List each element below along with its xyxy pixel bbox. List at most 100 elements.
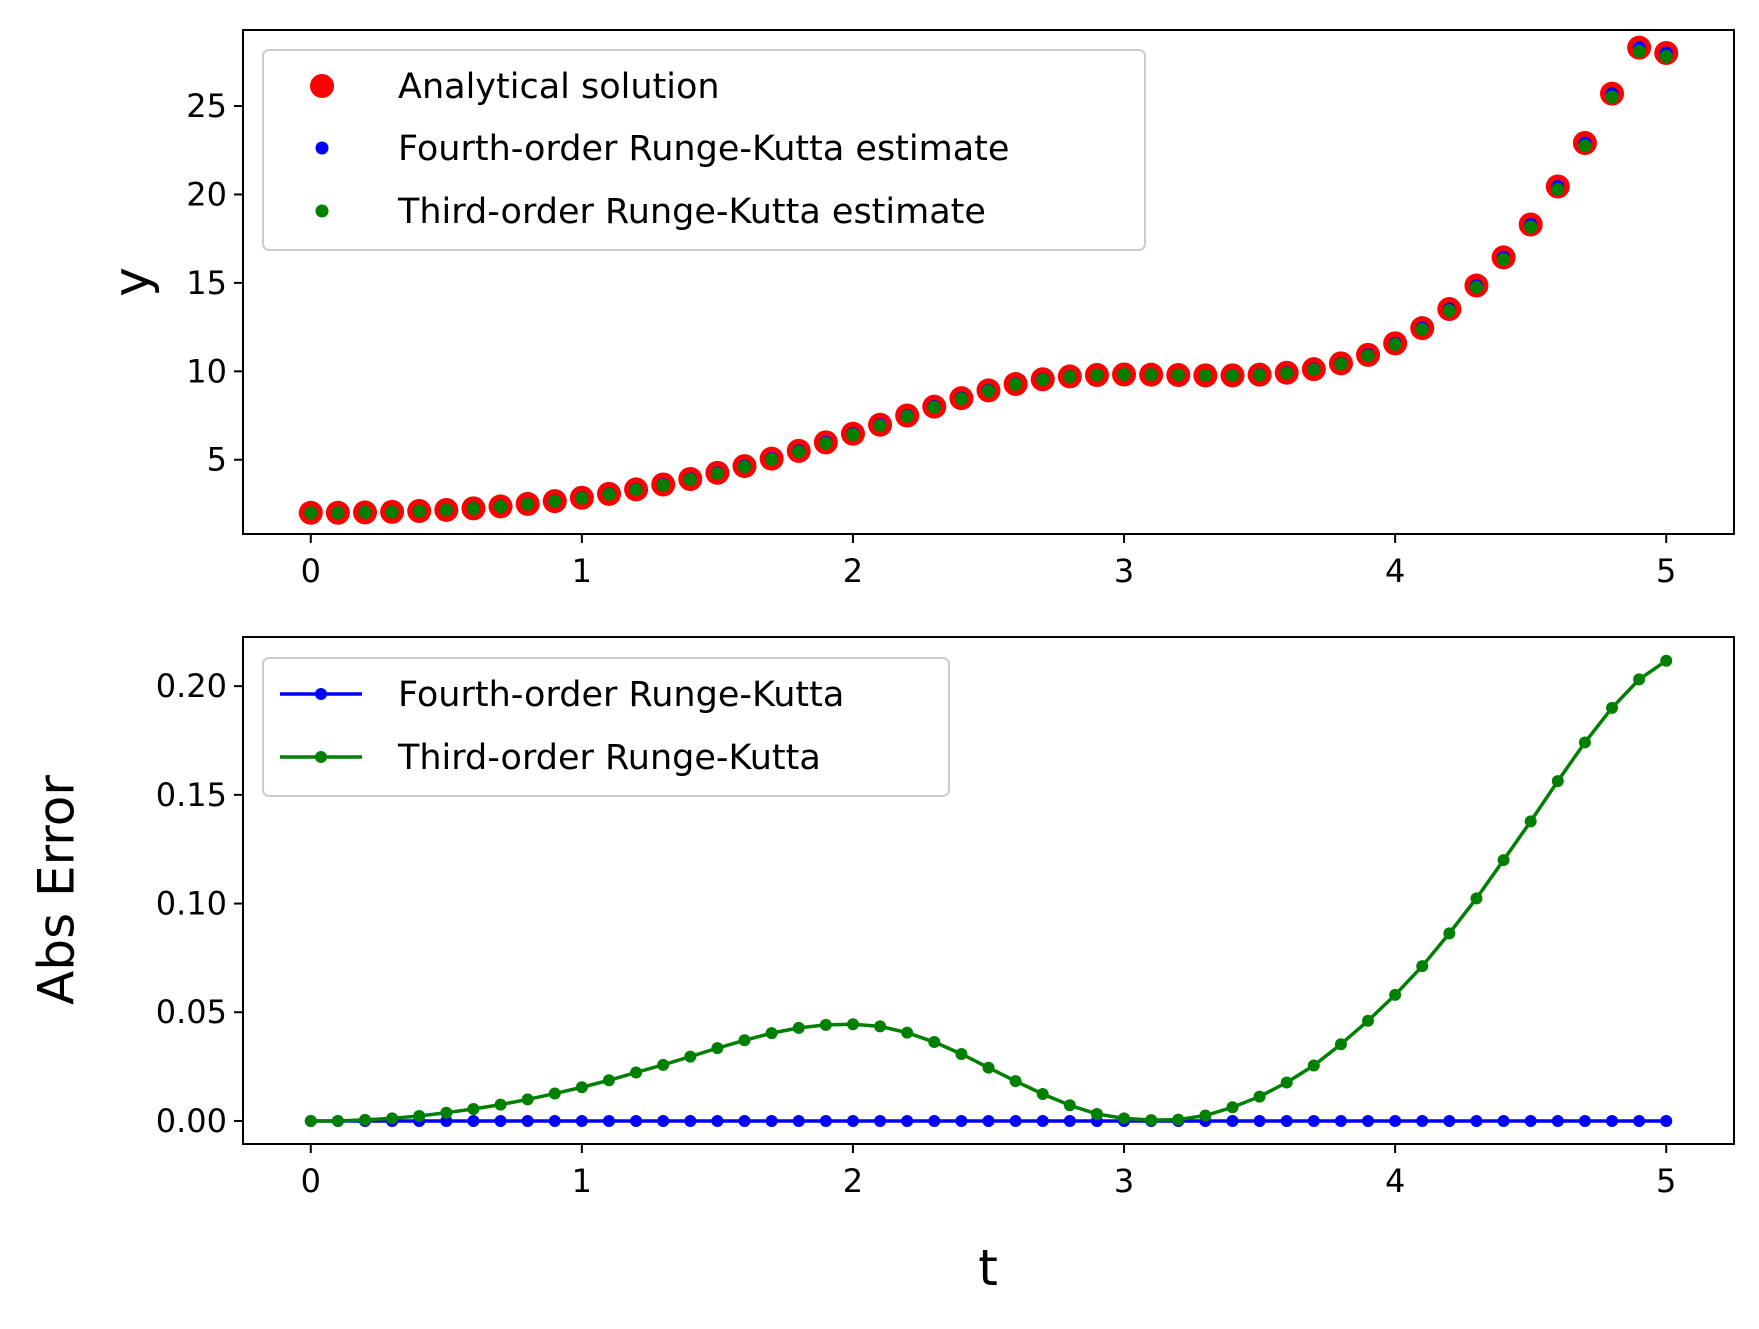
third-order-runge-kutta-point xyxy=(901,1026,914,1039)
top-x-tick-label: 0 xyxy=(301,552,321,590)
third-order-runge-kutta-point xyxy=(331,1114,344,1127)
fourth-order-runge-kutta-point xyxy=(602,1114,615,1127)
bottom-data-marks xyxy=(304,654,1673,1127)
third-order-runge-kutta-point xyxy=(467,1102,480,1115)
top-y-axis-label: y xyxy=(103,267,161,297)
legend-marker-fourth-order-rk xyxy=(315,688,327,700)
legend-marker-fourth-order-rk-estimate xyxy=(315,141,329,155)
third-order-runge-kutta-estimate-point xyxy=(819,436,833,450)
fourth-order-runge-kutta-point xyxy=(1416,1114,1429,1127)
bottom-x-tick-label: 0 xyxy=(301,1162,321,1200)
fourth-order-runge-kutta-point xyxy=(1009,1114,1022,1127)
third-order-runge-kutta-point xyxy=(1226,1101,1239,1114)
third-order-runge-kutta-estimate-point xyxy=(1551,182,1565,196)
third-order-runge-kutta-point xyxy=(955,1047,968,1060)
third-order-runge-kutta-point xyxy=(1633,673,1646,686)
top-x-tick-label: 3 xyxy=(1114,552,1134,590)
third-order-runge-kutta-estimate-point xyxy=(439,503,453,517)
third-order-runge-kutta-point xyxy=(1551,775,1564,788)
fourth-order-runge-kutta-point xyxy=(1280,1114,1293,1127)
third-order-runge-kutta-point xyxy=(657,1058,670,1071)
third-order-runge-kutta-point xyxy=(521,1093,534,1106)
third-order-runge-kutta-point xyxy=(1253,1090,1266,1103)
fourth-order-runge-kutta-point xyxy=(575,1114,588,1127)
third-order-runge-kutta-point xyxy=(548,1087,561,1100)
fourth-order-runge-kutta-point xyxy=(1470,1114,1483,1127)
third-order-runge-kutta-point xyxy=(765,1027,778,1040)
fourth-order-runge-kutta-point xyxy=(1334,1114,1347,1127)
third-order-runge-kutta-estimate-point xyxy=(656,478,670,492)
bottom-legend-box xyxy=(262,657,950,797)
third-order-runge-kutta-estimate-point xyxy=(385,505,399,519)
third-order-runge-kutta-estimate-point xyxy=(1388,337,1402,351)
third-order-runge-kutta-point xyxy=(1199,1109,1212,1122)
fourth-order-runge-kutta-point xyxy=(792,1114,805,1127)
fourth-order-runge-kutta-point xyxy=(819,1114,832,1127)
third-order-runge-kutta-point xyxy=(1524,815,1537,828)
third-order-runge-kutta-point xyxy=(738,1034,751,1047)
third-order-runge-kutta-point xyxy=(1497,854,1510,867)
fourth-order-runge-kutta-point xyxy=(901,1114,914,1127)
fourth-order-runge-kutta-point xyxy=(1660,1114,1673,1127)
third-order-runge-kutta-point xyxy=(1063,1099,1076,1112)
third-order-runge-kutta-point xyxy=(494,1098,507,1111)
legend-label-third-order-rk: Third-order Runge-Kutta xyxy=(397,738,821,778)
fourth-order-runge-kutta-point xyxy=(1226,1114,1239,1127)
third-order-runge-kutta-point xyxy=(1036,1087,1049,1100)
third-order-runge-kutta-point xyxy=(711,1042,724,1055)
top-panel: 0 1 2 3 4 5 5 10 15 20 25 y Analytical solution F… xyxy=(103,29,1735,590)
top-legend-box xyxy=(262,49,1146,251)
top-x-tick-label: 1 xyxy=(572,552,592,590)
fourth-order-runge-kutta-point xyxy=(928,1114,941,1127)
third-order-runge-kutta-estimate-point xyxy=(792,445,806,459)
fourth-order-runge-kutta-point xyxy=(738,1114,751,1127)
third-order-runge-kutta-estimate-point xyxy=(331,506,345,520)
third-order-runge-kutta-point xyxy=(304,1114,317,1127)
third-order-runge-kutta-point xyxy=(1416,960,1429,973)
third-order-runge-kutta-estimate-point xyxy=(1171,368,1185,382)
third-order-runge-kutta-point xyxy=(413,1109,426,1122)
third-order-runge-kutta-estimate-point xyxy=(1632,44,1646,58)
bottom-x-tick-label: 4 xyxy=(1385,1162,1405,1200)
fourth-order-runge-kutta-point xyxy=(1362,1114,1375,1127)
third-order-runge-kutta-point xyxy=(928,1036,941,1049)
third-order-runge-kutta-estimate-point xyxy=(548,494,562,508)
top-y-tick-label: 20 xyxy=(186,175,227,213)
third-order-runge-kutta-point xyxy=(1578,736,1591,749)
third-order-runge-kutta-point xyxy=(602,1074,615,1087)
third-order-runge-kutta-estimate-point xyxy=(1578,139,1592,153)
bottom-x-tick-label: 5 xyxy=(1656,1162,1676,1200)
third-order-runge-kutta-point xyxy=(1280,1076,1293,1089)
third-order-runge-kutta-estimate-point xyxy=(1036,373,1050,387)
top-legend: Analytical solution Fourth-order Runge-K… xyxy=(262,49,1146,251)
third-order-runge-kutta-estimate-point xyxy=(466,502,480,516)
third-order-runge-kutta-point xyxy=(440,1106,453,1119)
top-y-tick-label: 15 xyxy=(186,264,227,302)
third-order-runge-kutta-estimate-point xyxy=(1497,253,1511,267)
third-order-runge-kutta-estimate-point xyxy=(1469,280,1483,294)
top-y-tick-label: 10 xyxy=(186,352,227,390)
third-order-runge-kutta-point xyxy=(846,1018,859,1031)
third-order-runge-kutta-point xyxy=(1118,1112,1131,1125)
third-order-runge-kutta-point xyxy=(874,1020,887,1033)
top-data-marks xyxy=(298,35,1679,525)
third-order-runge-kutta-estimate-point xyxy=(358,505,372,519)
third-order-runge-kutta-estimate-point xyxy=(1442,304,1456,318)
third-order-runge-kutta-point xyxy=(630,1066,643,1079)
legend-label-analytical-solution: Analytical solution xyxy=(398,67,720,107)
third-order-runge-kutta-point xyxy=(1307,1059,1320,1072)
top-y-tick-label: 5 xyxy=(207,441,227,479)
bottom-y-tick-label: 0.20 xyxy=(156,667,227,705)
fourth-order-runge-kutta-point xyxy=(1036,1114,1049,1127)
fourth-order-runge-kutta-point xyxy=(1253,1114,1266,1127)
third-order-runge-kutta-estimate-point xyxy=(575,491,589,505)
third-order-runge-kutta-estimate-point xyxy=(1307,363,1321,377)
top-x-tick-label: 5 xyxy=(1656,552,1676,590)
top-x-tick-label: 2 xyxy=(843,552,863,590)
third-order-runge-kutta-estimate-point xyxy=(738,460,752,474)
bottom-x-tick-label: 2 xyxy=(843,1162,863,1200)
bottom-x-tick-label: 1 xyxy=(572,1162,592,1200)
fourth-order-runge-kutta-point xyxy=(765,1114,778,1127)
legend-label-third-order-rk-estimate: Third-order Runge-Kutta estimate xyxy=(397,192,986,232)
